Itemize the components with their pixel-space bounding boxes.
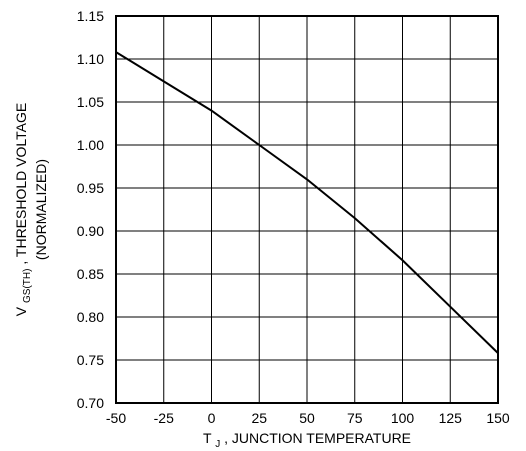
x-tick-label: 25 — [251, 410, 267, 426]
x-tick-label: -25 — [154, 410, 174, 426]
x-tick-label: 100 — [391, 410, 415, 426]
x-axis-title-suffix: , JUNCTION TEMPERATURE — [224, 430, 411, 446]
grid-lines — [116, 16, 498, 403]
y-axis-title-suffix: , THRESHOLD VOLTAGE — [13, 103, 29, 265]
y-tick-label: 1.15 — [77, 8, 104, 24]
y-tick-labels: 0.70 0.75 0.80 0.85 0.90 0.95 1.00 1.05 1.10 1.15 — [77, 8, 104, 411]
x-tick-label: 0 — [208, 410, 216, 426]
x-axis-title-prefix: T — [203, 430, 212, 446]
y-axis-title-line2: (NORMALIZED) — [33, 159, 49, 260]
x-tick-labels: -50 -25 0 25 50 75 100 125 150 — [106, 410, 510, 426]
plot-frame — [115, 15, 499, 404]
x-tick-label: 75 — [347, 410, 363, 426]
y-tick-label: 0.95 — [77, 180, 104, 196]
x-tick-label: 150 — [486, 410, 510, 426]
series-line — [115, 51, 499, 354]
x-axis-title: T J , JUNCTION TEMPERATURE — [203, 430, 411, 450]
x-axis-title-subscript: J — [215, 439, 220, 450]
y-tick-label: 1.05 — [77, 94, 104, 110]
y-axis-title-subscript: GS(TH) — [22, 269, 33, 303]
y-axis-title-prefix: V — [13, 306, 29, 316]
x-tick-label: 50 — [299, 410, 315, 426]
x-tick-label: 125 — [439, 410, 463, 426]
y-tick-label: 0.85 — [77, 266, 104, 282]
x-tick-label: -50 — [106, 410, 126, 426]
y-tick-label: 0.80 — [77, 309, 104, 325]
y-tick-label: 0.70 — [77, 395, 104, 411]
y-tick-label: 1.00 — [77, 137, 104, 153]
series-group — [115, 51, 499, 354]
y-tick-label: 0.75 — [77, 352, 104, 368]
y-tick-label: 1.10 — [77, 51, 104, 67]
y-axis-title: V GS(TH) , THRESHOLD VOLTAGE (NORMALIZED… — [13, 103, 49, 316]
y-tick-label: 0.90 — [77, 223, 104, 239]
y-axis-title-line1: V GS(TH) , THRESHOLD VOLTAGE — [13, 103, 33, 316]
